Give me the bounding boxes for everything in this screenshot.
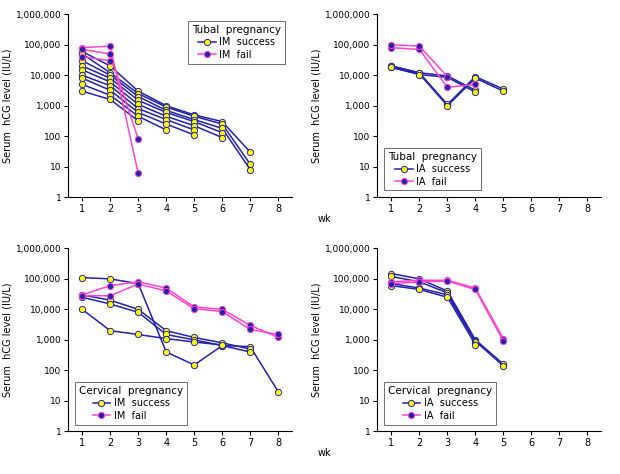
Legend: IA  success, IA  fail: IA success, IA fail [384,382,497,425]
Text: wk: wk [317,214,331,224]
Y-axis label: Serum  hCG level (IU/L): Serum hCG level (IU/L) [312,283,322,397]
Y-axis label: Serum  hCG level (IU/L): Serum hCG level (IU/L) [2,283,13,397]
Legend: IA  success, IA  fail: IA success, IA fail [384,148,481,191]
Legend: IM  success, IM  fail: IM success, IM fail [75,382,187,425]
Text: wk: wk [317,448,331,458]
Legend: IM  success, IM  fail: IM success, IM fail [188,21,285,64]
Y-axis label: Serum  hCG level (IU/L): Serum hCG level (IU/L) [2,48,13,163]
Y-axis label: Serum  hCG level (IU/L): Serum hCG level (IU/L) [312,48,322,163]
